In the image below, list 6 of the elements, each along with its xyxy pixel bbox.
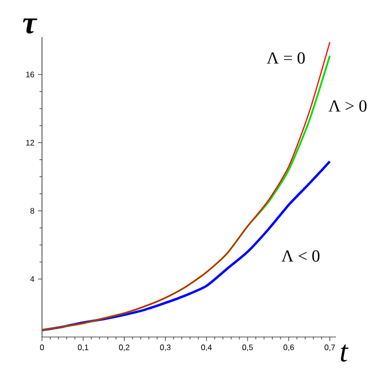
- annotation: Λ < 0: [282, 250, 320, 262]
- annotation: Λ = 0: [266, 52, 305, 64]
- y-axis-title: τ: [22, 18, 38, 34]
- annotation: Λ > 0: [328, 100, 367, 112]
- line-series: [40, 160, 332, 332]
- x-axis-title: t: [340, 344, 348, 362]
